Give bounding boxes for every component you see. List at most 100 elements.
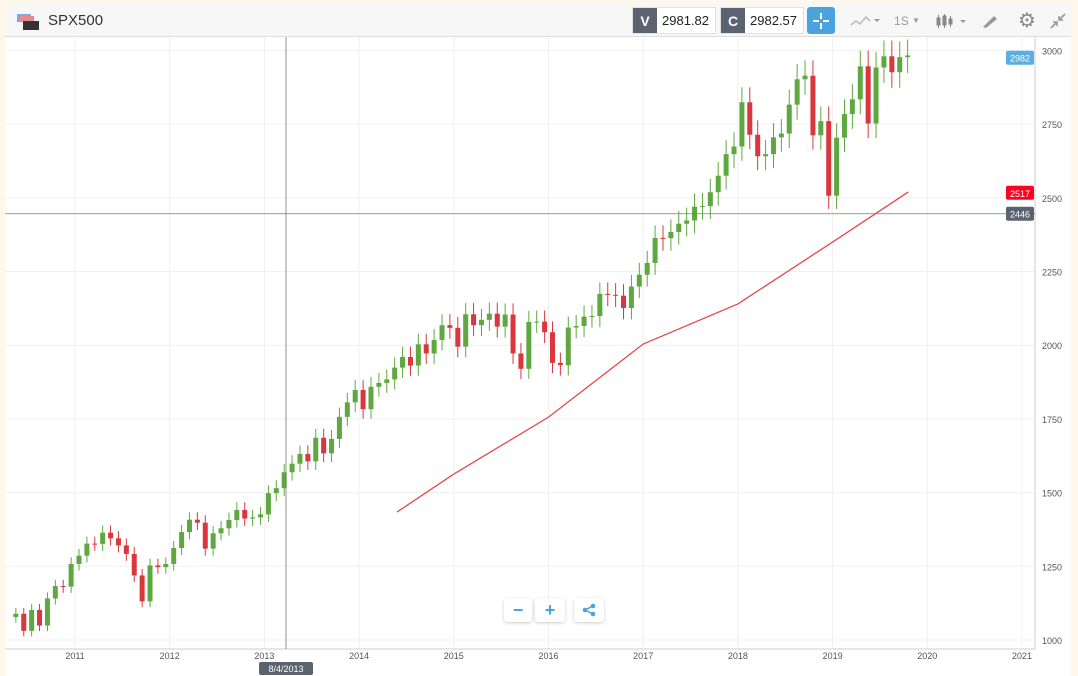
candle-down (92, 536, 98, 551)
chart-type-button[interactable] (847, 7, 883, 34)
buy-price-box[interactable]: C 2982.57 (720, 7, 804, 34)
candle-body (494, 313, 500, 327)
candle-body (60, 586, 66, 588)
candle-body (289, 463, 295, 473)
draw-button[interactable] (978, 7, 1002, 34)
candle-body (44, 598, 50, 626)
candle-down (115, 531, 121, 553)
candle-body (234, 509, 240, 521)
candle-body (684, 220, 690, 224)
candle-body (621, 295, 627, 309)
candle-body (92, 543, 98, 545)
candle-body (581, 316, 587, 327)
crosshair-date-label: 8/4/2013 (268, 664, 303, 674)
candle-body (131, 553, 137, 576)
sell-price-box[interactable]: V 2981.82 (632, 7, 716, 34)
candle-up (802, 60, 808, 95)
candle-up (699, 192, 705, 220)
crosshair-button[interactable] (807, 7, 835, 34)
candle-body (171, 548, 177, 564)
symbol-title: SPX500 (48, 12, 104, 29)
candle-body (68, 563, 74, 587)
candle-up (723, 140, 729, 190)
candle-up (478, 308, 484, 337)
gear-icon: ⚙ (1018, 10, 1036, 32)
candle-body (605, 293, 611, 295)
candle-body (13, 613, 19, 617)
candle-down (242, 502, 248, 527)
timeframe-label: 1S (894, 13, 909, 28)
candle-down (518, 342, 524, 379)
candle-body (676, 223, 682, 232)
buy-price: 2982.57 (750, 13, 797, 28)
candle-up (313, 428, 319, 470)
crosshair-price-label-bg (1006, 206, 1034, 221)
settings-button[interactable]: ⚙ (1015, 7, 1039, 34)
candle-body (723, 154, 729, 176)
candle-body (668, 231, 674, 239)
candle-body (747, 102, 753, 135)
candle-up (763, 140, 769, 171)
candle-body (849, 99, 855, 115)
flag-icon (17, 14, 39, 30)
x-tick-label: 2014 (349, 651, 369, 661)
collapse-button[interactable] (1047, 7, 1069, 34)
candle-down (21, 607, 27, 637)
y-tick-label: 1750 (1042, 415, 1062, 425)
candle-down (60, 579, 66, 593)
candle-body (226, 520, 232, 529)
candle-up (526, 310, 532, 379)
candle-body (794, 79, 800, 105)
candle-up (849, 84, 855, 129)
candle-up (502, 303, 508, 338)
candle-body (534, 321, 540, 323)
candle-body (778, 133, 784, 138)
candle-down (865, 50, 871, 139)
candle-body (463, 314, 469, 347)
candle-body (415, 344, 421, 366)
candle-up (384, 369, 390, 393)
candle-down (826, 106, 832, 210)
price-chart[interactable]: 1000125015001750200022502500275030001020… (5, 4, 1071, 676)
timeframe-dropdown[interactable]: 1S ▼ (891, 7, 923, 34)
candle-up (905, 39, 911, 73)
candle-up (573, 315, 579, 339)
candle-up (684, 207, 690, 237)
candle-body (510, 314, 516, 354)
candle-up (171, 541, 177, 571)
x-tick-label: 2018 (728, 651, 748, 661)
candle-up (258, 506, 264, 525)
candle-body (565, 327, 571, 366)
candle-body (636, 274, 642, 287)
candle-up (652, 225, 658, 276)
chevron-down-icon: ▼ (912, 16, 920, 25)
candle-body (352, 390, 358, 403)
candle-up (786, 89, 792, 148)
candle-body (210, 533, 216, 549)
collapse-icon (1050, 12, 1066, 29)
zoom-out-button[interactable]: − (504, 598, 532, 622)
candle-body (834, 137, 840, 196)
candle-up (234, 502, 240, 528)
candle-up (44, 592, 50, 632)
candle-body (194, 519, 200, 523)
candle-up (250, 509, 256, 527)
candle-down (660, 225, 666, 251)
sell-price: 2981.82 (662, 13, 709, 28)
share-button[interactable] (574, 598, 604, 622)
candle-body (76, 555, 82, 564)
candle-type-button[interactable] (933, 7, 969, 34)
candle-body (37, 609, 43, 626)
candle-body (731, 146, 737, 155)
candle-up (415, 333, 421, 376)
candle-up (644, 250, 650, 287)
candle-body (818, 121, 824, 136)
candle-down (471, 303, 477, 337)
candle-body (715, 175, 721, 193)
candle-body (321, 437, 327, 454)
candle-up (100, 525, 106, 551)
candle-body (376, 382, 382, 387)
zoom-in-button[interactable]: + (535, 598, 565, 622)
candle-body (344, 402, 350, 417)
candle-up (329, 430, 335, 463)
